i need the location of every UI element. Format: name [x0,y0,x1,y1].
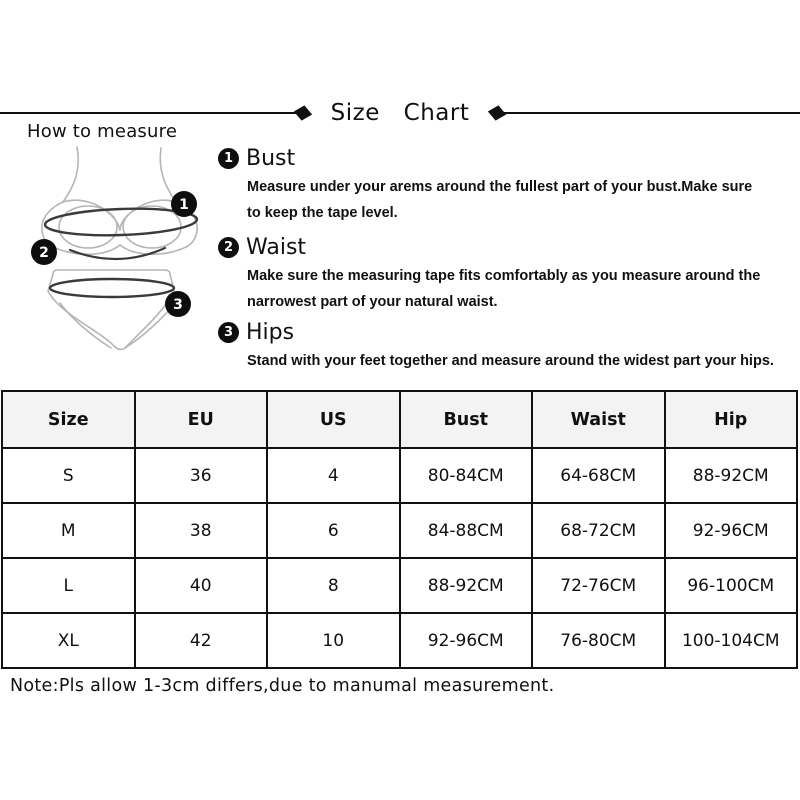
cell-l-waist: 72-76CM [531,557,666,614]
waist-description: Make sure the measuring tape fits comfor… [247,263,760,315]
cell-m-us: 6 [266,502,401,559]
measure-item-bust-header: 1 Bust [218,146,752,171]
measure-item-hips: 3 Hips Stand with your feet together and… [218,320,774,374]
diamond-icon-left [293,105,312,121]
measure-item-waist-header: 2 Waist [218,235,760,260]
measure-item-hips-header: 3 Hips [218,320,774,345]
cell-xl-us: 10 [266,612,401,669]
table-row-s: S 36 4 80-84CM 64-68CM 88-92CM [1,447,798,504]
size-table: Size EU US Bust Waist Hip S 36 4 80-84CM… [1,390,798,669]
divider-line-right [503,112,800,114]
hips-heading: Hips [246,320,295,345]
cell-xl-eu: 42 [133,612,268,669]
cell-l-bust: 88-92CM [398,557,533,614]
cell-l-eu: 40 [133,557,268,614]
cell-l-size: L [1,557,136,614]
bust-heading: Bust [246,146,296,171]
cell-m-hip: 92-96CM [663,502,798,559]
col-header-us: US [266,390,401,449]
bust-description-line-1: Measure under your arems around the full… [247,179,753,195]
cell-s-waist: 64-68CM [531,447,666,504]
cell-xl-size: XL [1,612,136,669]
cell-m-size: M [1,502,136,559]
waist-heading: Waist [246,235,307,260]
table-row-xl: XL 42 10 92-96CM 76-80CM 100-104CM [1,612,798,669]
cell-s-eu: 36 [133,447,268,504]
title-divider: Size Chart [0,97,800,129]
diagram-marker-bust: 1 [171,191,197,217]
cell-l-hip: 96-100CM [663,557,798,614]
hips-description: Stand with your feet together and measur… [247,348,774,374]
diagram-marker-hips: 3 [165,291,191,317]
hip-tape-line [48,277,176,299]
diagram-marker-waist: 2 [31,239,57,265]
cell-xl-bust: 92-96CM [398,612,533,669]
bust-tape-line [43,207,199,237]
col-header-hip: Hip [663,390,798,449]
waist-tape-line [68,246,167,261]
cell-s-us: 4 [266,447,401,504]
measurement-note: Note:Pls allow 1-3cm differs,due to manu… [10,676,555,696]
col-header-waist: Waist [531,390,666,449]
cell-m-waist: 68-72CM [531,502,666,559]
size-table-header-row: Size EU US Bust Waist Hip [1,390,798,449]
cell-l-us: 8 [266,557,401,614]
measure-item-waist: 2 Waist Make sure the measuring tape fit… [218,235,760,315]
col-header-eu: EU [133,390,268,449]
how-to-measure-label: How to measure [27,121,178,142]
bust-description: Measure under your arems around the full… [247,174,752,226]
cell-xl-waist: 76-80CM [531,612,666,669]
col-header-size: Size [1,390,136,449]
bust-description-line-2: to keep the tape level. [247,205,398,221]
measurement-diagram: 1 2 3 [31,146,199,351]
diagram-marker-3-number: 3 [173,297,183,313]
measure-item-bust: 1 Bust Measure under your arems around t… [218,146,752,226]
cell-s-hip: 88-92CM [663,447,798,504]
cell-s-bust: 80-84CM [398,447,533,504]
waist-number-badge: 2 [218,237,239,258]
table-row-m: M 38 6 84-88CM 68-72CM 92-96CM [1,502,798,559]
cell-xl-hip: 100-104CM [663,612,798,669]
page-title: Size Chart [330,100,470,126]
diagram-marker-2-number: 2 [39,245,49,261]
divider-line-left [0,112,297,114]
waist-description-line-1: Make sure the measuring tape fits comfor… [247,268,761,284]
hips-description-line-1: Stand with your feet together and measur… [247,353,774,369]
cell-m-bust: 84-88CM [398,502,533,559]
hips-number-badge: 3 [218,322,239,343]
col-header-bust: Bust [398,390,533,449]
waist-description-line-2: narrowest part of your natural waist. [247,294,498,310]
diagram-marker-1-number: 1 [179,197,189,213]
bust-number-badge: 1 [218,148,239,169]
cell-m-eu: 38 [133,502,268,559]
cell-s-size: S [1,447,136,504]
diamond-icon-right [488,105,507,121]
table-row-l: L 40 8 88-92CM 72-76CM 96-100CM [1,557,798,614]
